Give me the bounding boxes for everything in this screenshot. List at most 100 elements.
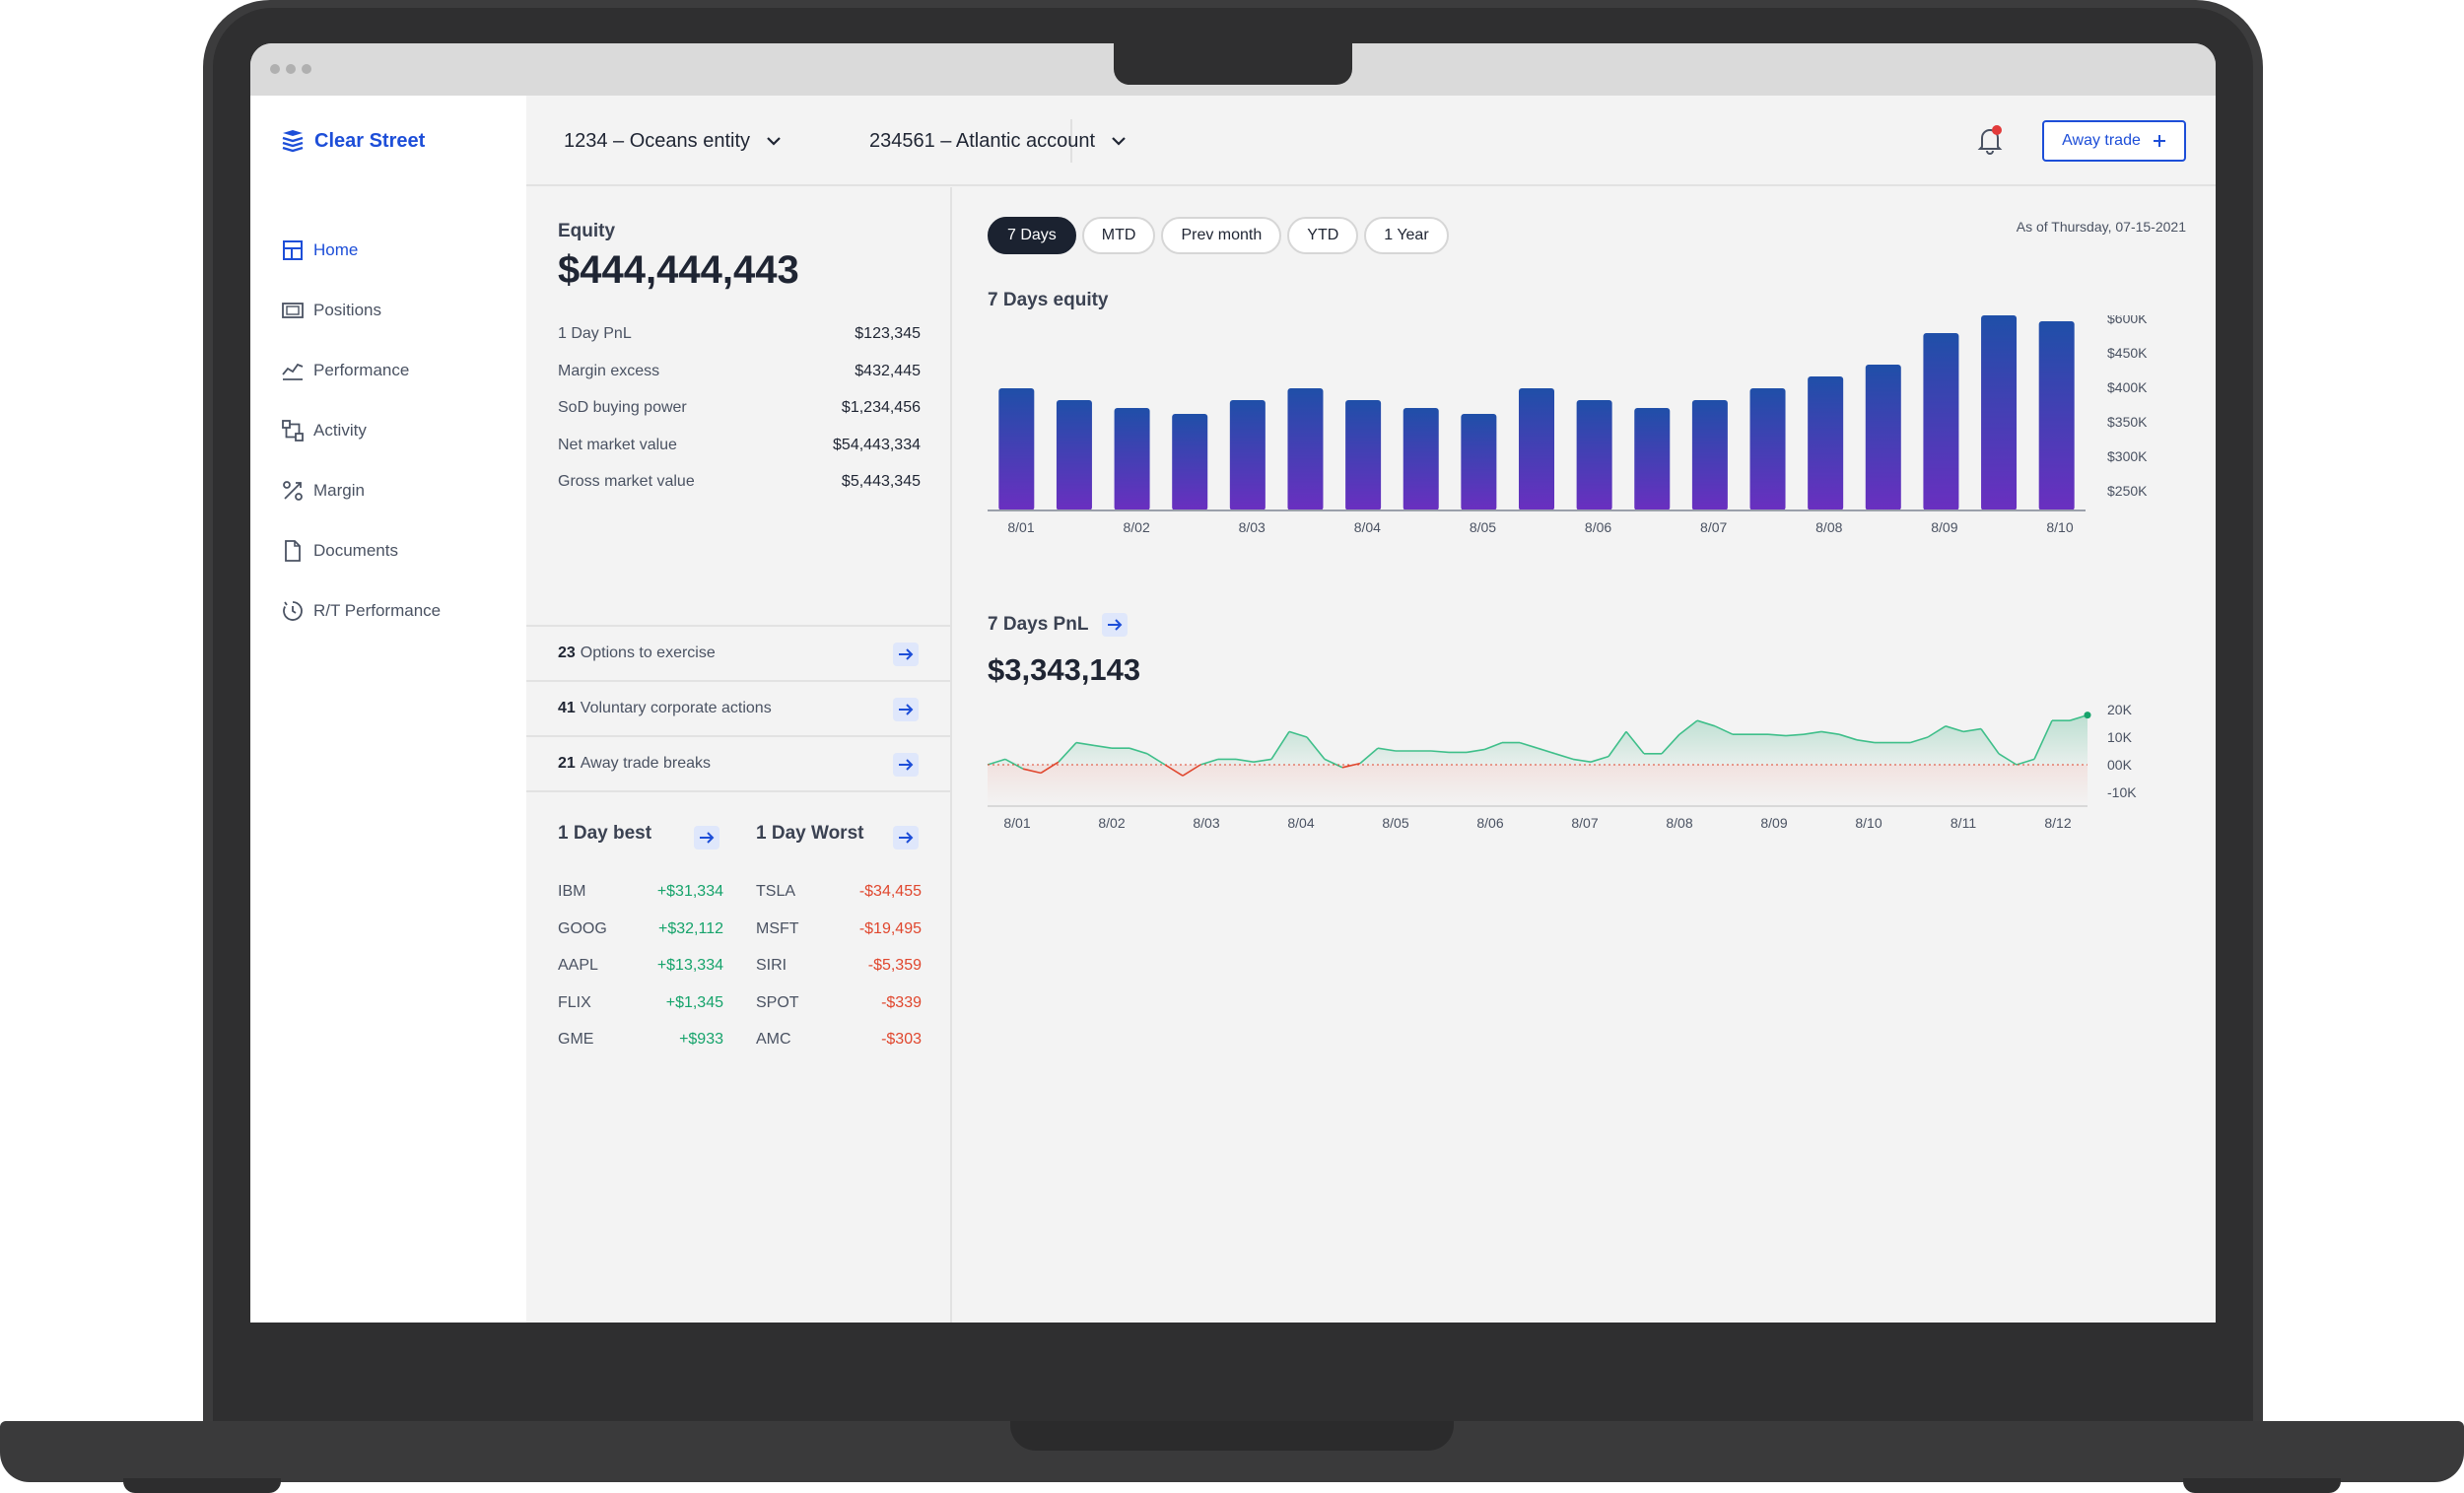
sidebar-item-rt-performance[interactable]: R/T Performance — [282, 580, 441, 641]
tab-1-year[interactable]: 1 Year — [1364, 217, 1449, 254]
window-dot[interactable] — [302, 64, 311, 74]
metric-value: $54,443,334 — [833, 436, 921, 453]
x-tick-label: 8/01 — [1007, 519, 1034, 535]
pnl-line-segment — [987, 758, 1006, 766]
arrow-right-icon[interactable] — [694, 826, 719, 849]
pnl-line-segment — [1483, 741, 1503, 751]
activity-icon — [282, 419, 304, 441]
metric-row: 1 Day PnL $123,345 — [558, 325, 921, 363]
arrow-right-icon[interactable] — [1102, 613, 1129, 637]
away-trade-button[interactable]: Away trade — [2042, 120, 2186, 162]
list-item[interactable]: AAPL +$13,334 — [558, 957, 723, 994]
pnl-line-segment — [1572, 758, 1592, 763]
pnl-line-segment — [1856, 739, 1876, 744]
camera-notch — [1114, 43, 1352, 85]
pnl-value: -$339 — [881, 993, 922, 1011]
window-dot[interactable] — [270, 64, 280, 74]
x-tick-label: 8/07 — [1571, 815, 1598, 831]
pnl-value: +$13,334 — [656, 957, 723, 975]
list-item[interactable]: GOOG +$32,112 — [558, 920, 723, 958]
topbar-divider — [1070, 119, 1072, 163]
arrow-right-icon[interactable] — [893, 698, 919, 721]
list-item[interactable]: FLIX +$1,345 — [558, 994, 723, 1032]
pnl-line-segment — [1625, 730, 1645, 755]
sidebar-item-margin[interactable]: Margin — [282, 460, 441, 520]
y-tick-label: $350K — [2107, 414, 2148, 430]
list-item[interactable]: SPOT -$339 — [756, 994, 922, 1032]
metric-label: Net market value — [558, 436, 677, 453]
equity-bar — [1345, 400, 1382, 510]
entity-selector[interactable]: 1234 – Oceans entity — [564, 96, 782, 186]
pnl-line-segment — [1608, 730, 1627, 758]
pnl-chart-header: 7 Days PnL — [988, 613, 1129, 637]
metric-label: Margin excess — [558, 362, 660, 379]
metric-label: Gross market value — [558, 473, 695, 491]
sidebar-item-activity[interactable]: Activity — [282, 400, 441, 460]
metric-value: $1,234,456 — [841, 399, 921, 417]
equity-bar — [1865, 365, 1901, 510]
ticker: GME — [558, 1031, 594, 1049]
arrow-right-icon[interactable] — [893, 826, 919, 849]
pnl-line-segment — [1767, 733, 1787, 737]
pnl-value: -$5,359 — [867, 957, 922, 975]
sidebar-item-documents[interactable]: Documents — [282, 520, 441, 580]
x-tick-label: 8/10 — [1855, 815, 1882, 831]
sidebar-item-label: Documents — [313, 540, 398, 560]
pnl-line-segment — [1785, 733, 1805, 737]
list-item[interactable]: AMC -$303 — [756, 1031, 922, 1068]
sidebar-item-performance[interactable]: Performance — [282, 340, 441, 400]
pnl-line-segment — [1909, 736, 1929, 744]
tab-ytd[interactable]: YTD — [1287, 217, 1359, 254]
equity-bar — [1519, 388, 1554, 510]
tab-7-days[interactable]: 7 Days — [988, 217, 1076, 254]
pnl-value: +$1,345 — [665, 993, 723, 1011]
pnl-line-segment — [2033, 719, 2053, 760]
account-selector[interactable]: 234561 – Atlantic account — [869, 96, 1127, 186]
ticker: FLIX — [558, 993, 591, 1011]
pnl-value: $3,343,143 — [988, 652, 1141, 687]
options-to-exercise-link[interactable]: 23 Options to exercise — [526, 625, 950, 680]
list-item[interactable]: TSLA -$34,455 — [756, 883, 922, 920]
margin-icon — [283, 480, 303, 501]
pnl-line-segment — [1980, 728, 2000, 755]
x-tick-label: 8/09 — [1760, 815, 1787, 831]
corporate-actions-link[interactable]: 41 Voluntary corporate actions — [526, 680, 950, 735]
sidebar-item-label: Margin — [313, 480, 365, 500]
pnl-line-segment — [1164, 764, 1184, 777]
pnl-value: -$303 — [881, 1031, 922, 1049]
x-tick-label: 8/07 — [1700, 519, 1727, 535]
equity-bar — [1576, 400, 1612, 510]
laptop-foot — [2183, 1478, 2341, 1493]
tab-mtd[interactable]: MTD — [1081, 217, 1156, 254]
brand-logo[interactable]: Clear Street — [281, 129, 425, 153]
negative-zone — [988, 765, 2088, 806]
list-item[interactable]: MSFT -$19,495 — [756, 920, 922, 958]
tab-prev-month[interactable]: Prev month — [1161, 217, 1282, 254]
list-item[interactable]: GME +$933 — [558, 1031, 723, 1068]
away-trade-label: Away trade — [2062, 132, 2141, 149]
equity-bar — [1229, 400, 1266, 510]
x-tick-label: 8/10 — [2046, 519, 2073, 535]
latest-point — [2084, 712, 2091, 719]
list-item[interactable]: SIRI -$5,359 — [756, 957, 922, 994]
y-tick-label: $250K — [2107, 483, 2148, 499]
pnl-line-segment — [1945, 725, 1964, 733]
away-trade-breaks-link[interactable]: 21 Away trade breaks — [526, 735, 950, 790]
sidebar-item-home[interactable]: Home — [282, 220, 441, 280]
pnl-line-segment — [1820, 730, 1840, 735]
list-item[interactable]: IBM +$31,334 — [558, 883, 723, 920]
window-dot[interactable] — [286, 64, 296, 74]
sidebar-item-label: Performance — [313, 360, 410, 379]
sidebar-item-positions[interactable]: Positions — [282, 280, 441, 340]
arrow-right-icon[interactable] — [893, 753, 919, 777]
app: Clear Street Home Positions Performance — [250, 96, 2216, 1323]
x-tick-label: 8/12 — [2044, 815, 2071, 831]
pnl-line-segment — [1519, 741, 1539, 749]
chevron-down-icon — [767, 137, 781, 146]
metric-row: Margin excess $432,445 — [558, 363, 921, 400]
pnl-value: +$933 — [679, 1031, 723, 1049]
equity-label: Equity — [558, 221, 616, 241]
arrow-right-icon[interactable] — [893, 643, 919, 666]
chevron-down-icon — [1112, 137, 1126, 146]
equity-bar — [1691, 400, 1728, 510]
